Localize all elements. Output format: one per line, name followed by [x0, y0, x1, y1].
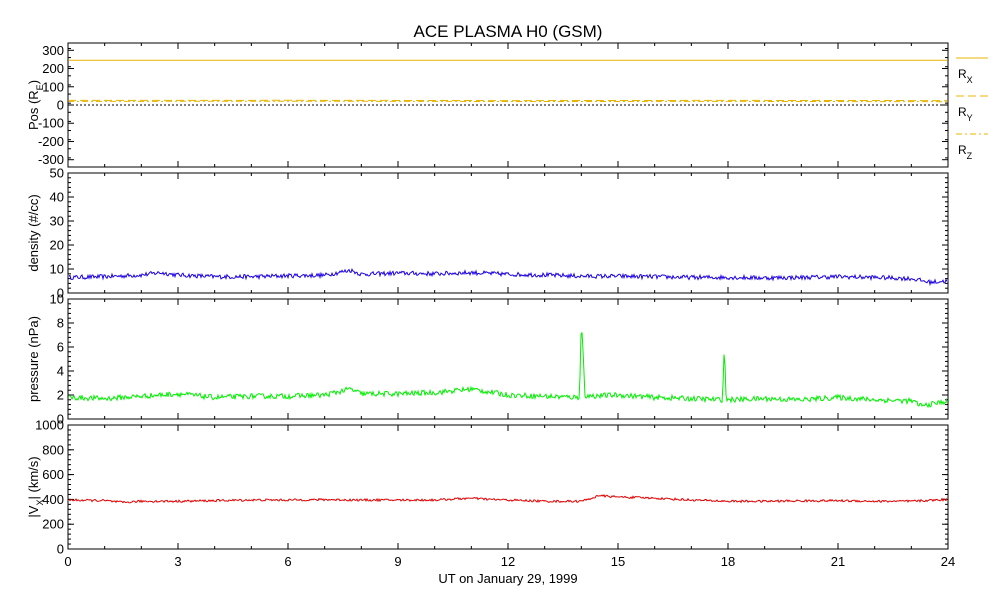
x-tick-label: 24 — [941, 554, 955, 569]
x-tick-label: 18 — [721, 554, 735, 569]
y-tick-label: 0 — [57, 412, 64, 427]
series-line-density — [69, 268, 947, 287]
series-line-pressure — [69, 332, 947, 409]
y-axis-ticks: 50 40 30 20 10 0 — [50, 166, 948, 301]
y-tick-label: 200 — [42, 61, 64, 76]
x-tick-label: 6 — [284, 554, 291, 569]
y-tick-label: 0 — [57, 98, 64, 113]
y-tick-label: 0 — [57, 542, 64, 557]
y-tick-label: 10 — [50, 292, 64, 307]
y-tick-label: 4 — [57, 364, 64, 379]
panel-density: 50 40 30 20 10 0 density (#/cc) — [26, 166, 949, 301]
series-line-vx — [69, 493, 947, 504]
y-axis-label: density (#/cc) — [26, 194, 41, 271]
y-tick-label: 600 — [42, 467, 64, 482]
x-tick-label: 0 — [64, 554, 71, 569]
y-tick-label: 2 — [57, 388, 64, 403]
x-tick-label: 15 — [611, 554, 625, 569]
x-tick-label: 3 — [174, 554, 181, 569]
y-tick-label: 200 — [42, 517, 64, 532]
panel-vx: 1000 800 600 400 200 0 |VX| (km/s) — [26, 418, 949, 557]
y-tick-label: 30 — [50, 214, 64, 229]
legend-label-x: RX — [958, 67, 973, 85]
x-tick-label: 12 — [501, 554, 515, 569]
y-axis-ticks: 1000 800 600 400 200 0 — [35, 418, 948, 557]
y-tick-label: 400 — [42, 492, 64, 507]
x-axis-ticks: 0 3 6 9 12 15 18 21 24 — [64, 554, 955, 569]
x-tick-label: 21 — [831, 554, 845, 569]
y-axis-label: pressure (nPa) — [26, 316, 41, 402]
y-axis-ticks: 10 8 6 4 2 0 — [50, 292, 948, 427]
series-group — [69, 59, 947, 106]
y-tick-label: 8 — [57, 316, 64, 331]
y-tick-label: 1000 — [35, 418, 64, 433]
y-tick-label: 10 — [50, 262, 64, 277]
y-tick-label: 50 — [50, 166, 64, 181]
legend-label-y: RY — [958, 105, 973, 123]
y-tick-label: -200 — [38, 134, 64, 149]
x-axis-label: UT on January 29, 1999 — [438, 571, 577, 586]
x-tick-label: 9 — [394, 554, 401, 569]
y-tick-label: 0 — [57, 286, 64, 301]
y-axis-label: Pos (RE) — [26, 80, 45, 130]
y-tick-label: 300 — [42, 43, 64, 58]
y-tick-label: 800 — [42, 442, 64, 457]
y-tick-label: -300 — [38, 152, 64, 167]
series-group — [69, 332, 947, 409]
legend: RX RY RZ — [956, 57, 988, 161]
panel-pressure: 10 8 6 4 2 0 pressure (nPa) — [26, 292, 949, 427]
y-tick-label: 100 — [42, 79, 64, 94]
chart-title: ACE PLASMA H0 (GSM) — [414, 22, 603, 41]
y-tick-label: 6 — [57, 340, 64, 355]
y-axis-label: |VX| (km/s) — [26, 456, 45, 517]
y-tick-label: 40 — [50, 190, 64, 205]
series-line-dashdot — [69, 100, 947, 103]
panel-pos: 300 200 100 0 -100 -200 -300 Pos (RE) RX RY RZ — [26, 42, 988, 168]
legend-label-z: RZ — [958, 143, 973, 161]
panel-frame — [67, 424, 949, 550]
y-tick-label: 20 — [50, 238, 64, 253]
series-group — [69, 268, 947, 287]
y-tick-label: -100 — [38, 116, 64, 131]
series-group — [69, 493, 947, 504]
